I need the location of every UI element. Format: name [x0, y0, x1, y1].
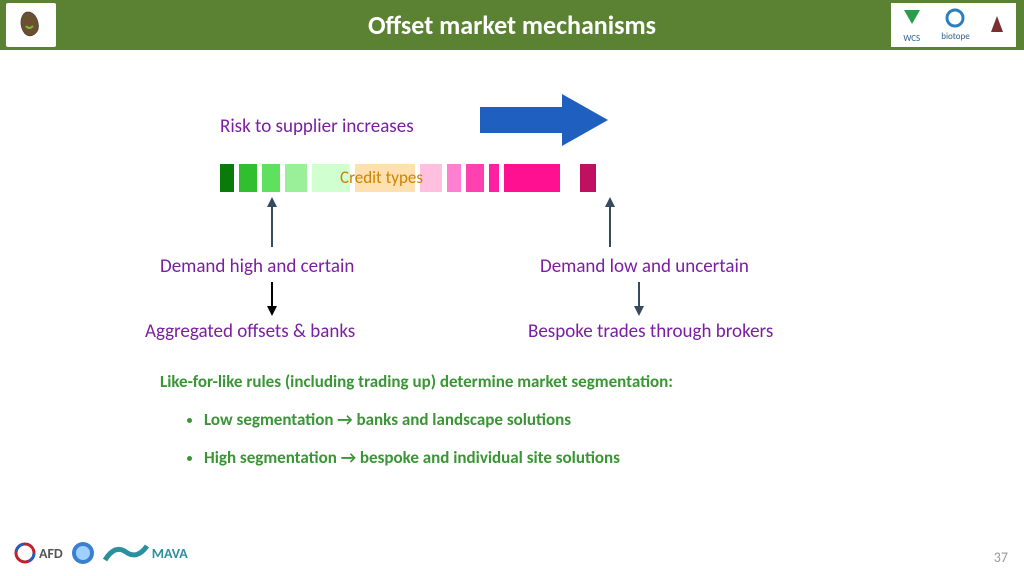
demand-left-label: Demand high and certain — [160, 255, 354, 278]
down-arrow-left-icon — [265, 282, 279, 318]
risk-label: Risk to supplier increases — [220, 115, 414, 138]
down-arrow-right-icon — [632, 282, 646, 318]
wcs-logo: WCS — [900, 6, 924, 44]
combo-logo — [6, 3, 56, 47]
credit-box — [285, 164, 307, 192]
credit-box — [262, 164, 280, 192]
biotope-logo: biotope — [941, 8, 969, 42]
partner-logos-top: WCS biotope — [891, 3, 1016, 47]
up-arrow-left-icon — [265, 197, 279, 249]
rules-heading: Like-for-like rules (including trading u… — [160, 365, 673, 399]
up-arrow-right-icon — [603, 197, 617, 249]
credit-types-label: Credit types — [340, 167, 423, 188]
afd-logo: AFD — [14, 542, 63, 564]
credit-box — [580, 164, 596, 192]
page-number: 37 — [994, 549, 1008, 566]
footer-logos: AFD MAVA — [14, 540, 188, 566]
credit-box — [220, 164, 234, 192]
credit-box — [504, 164, 560, 192]
slide-title: Offset market mechanisms — [368, 9, 656, 41]
risk-arrow-icon — [480, 92, 610, 148]
credit-box — [447, 164, 461, 192]
credit-box — [489, 164, 499, 192]
credit-box — [466, 164, 484, 192]
rules-bullet: High segmentation → bespoke and individu… — [204, 441, 673, 475]
header-bar: Offset market mechanisms WCS biotope — [0, 0, 1024, 50]
credit-box — [239, 164, 257, 192]
rules-block: Like-for-like rules (including trading u… — [160, 365, 673, 475]
mava-logo: MAVA — [103, 540, 188, 566]
credit-box — [565, 164, 575, 192]
bespoke-label: Bespoke trades through brokers — [528, 320, 773, 343]
aggregated-label: Aggregated offsets & banks — [145, 320, 355, 343]
forest-trends-logo — [987, 14, 1007, 37]
credit-box — [420, 164, 442, 192]
demand-right-label: Demand low and uncertain — [540, 255, 749, 278]
rules-bullet: Low segmentation → banks and landscape s… — [204, 403, 673, 437]
ffem-logo — [71, 541, 95, 565]
